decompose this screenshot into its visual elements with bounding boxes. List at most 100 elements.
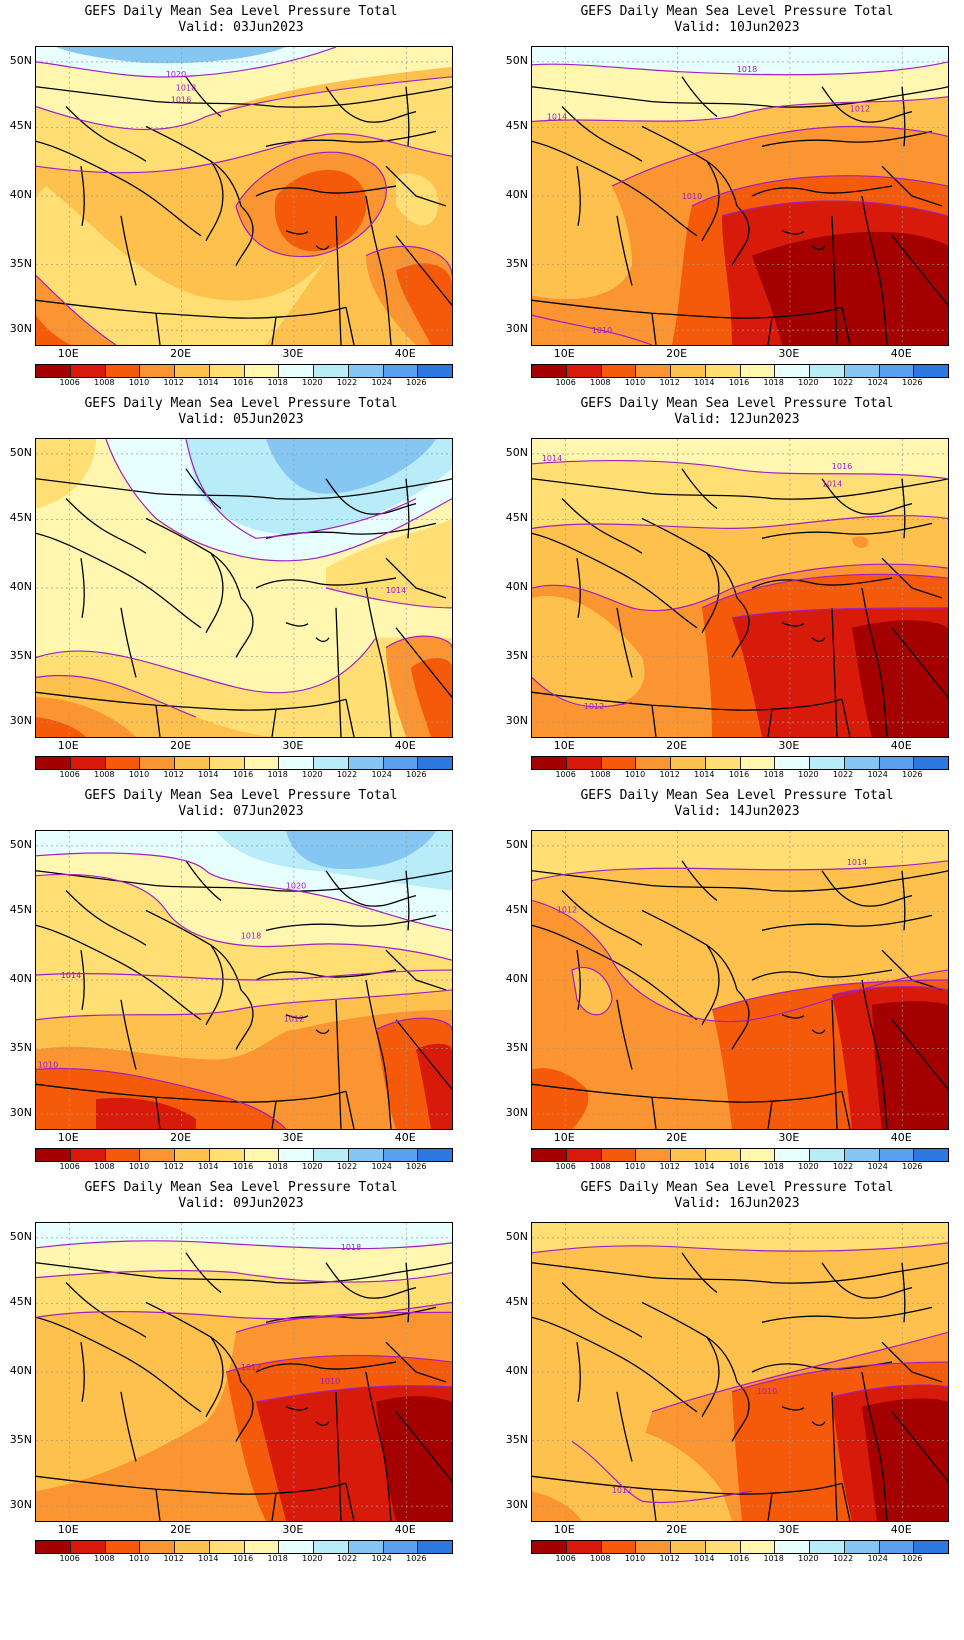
coastline [205,1336,224,1417]
coastline [891,1019,948,1090]
colorbar-tick-label: 1026 [406,1162,427,1171]
coastline [315,637,330,643]
isobar-line [36,133,452,174]
coastline [811,1421,826,1427]
coastline [395,235,452,306]
colorbar-tick-label: 1014 [694,770,715,779]
colorbar-swatch [844,365,880,377]
isobar-line [691,175,948,207]
latitude-label: 30N [505,1498,528,1512]
pressure-band [532,439,948,479]
colorbar-tick-label: 1022 [832,770,854,779]
colorbar-tick-label: 1022 [832,1554,854,1563]
coastline [235,597,254,658]
coastline [345,699,355,737]
pressure-band [36,717,86,737]
coastline [841,307,851,345]
colorbar-tick-label: 1012 [659,378,680,387]
coastline [861,979,888,1129]
colorbar-tick-label: 1020 [798,1554,819,1563]
colorbar-tick-label: 1018 [763,770,784,779]
latitude-label: 50N [505,445,528,459]
colorbar-tick-label: 1012 [163,378,184,387]
coastline [285,622,309,627]
coastline [405,1262,410,1323]
colorbar-tick-label: 1018 [267,378,288,387]
coastline [681,468,718,510]
colorbar-tick-label: 1008 [590,378,611,387]
colorbar-tick-label: 1020 [798,378,819,387]
coastline [315,1029,330,1035]
longitude-label: 30E [282,739,304,752]
coastline [65,498,147,554]
colorbar-swatch [879,365,915,377]
coastline [385,557,447,599]
coastline [831,215,838,345]
coastline [385,949,447,991]
colorbar-tick-label: 1008 [94,1162,115,1171]
coastline [271,317,277,345]
longitude-label: 10E [57,1523,79,1536]
latitude-label: 30N [505,322,528,336]
pressure-band [36,275,116,345]
isobar-label: 1018 [241,931,261,940]
coastline [365,979,392,1129]
map-panel: GEFS Daily Mean Sea Level Pressure Total… [496,0,964,410]
panel-title: GEFS Daily Mean Sea Level Pressure Total [580,396,894,411]
coastline [681,1252,718,1294]
valid-date: Valid: 10Jun2023 [674,20,800,35]
colorbar-swatch [532,1149,567,1161]
colorbar-tick-label: 1016 [232,378,254,387]
isobar-line [385,635,452,649]
colorbar-swatch [314,1149,349,1161]
coastline [561,498,643,554]
coastline [405,478,410,539]
colorbar-swatch [844,757,880,769]
colorbar-swatch [314,1541,349,1553]
colorbar-tick-label: 1026 [406,1554,427,1563]
colorbar [35,364,453,378]
pressure-band [36,439,96,509]
latitude-label: 35N [505,648,528,662]
colorbar-tick-label: 1010 [624,770,646,779]
colorbar-swatch [879,757,915,769]
coastline [65,890,147,946]
coastline [641,1301,738,1383]
coastline [36,86,452,108]
coastline [385,1341,447,1383]
coastline [120,999,137,1070]
latitude-label: 30N [505,714,528,728]
colorbar-swatch [36,1149,71,1161]
latitude-label: 30N [9,1498,32,1512]
isobar-line [651,1331,948,1413]
latitude-label: 45N [505,511,528,525]
isobar-label: 1014 [847,858,867,867]
colorbar-tick-label: 1014 [198,378,219,387]
colorbar-swatch [601,1149,637,1161]
colorbar-swatch [914,1149,948,1161]
isobar-line [532,314,653,345]
colorbar-labels: 1006 1008 1010 1012 1014 1016 1018 1020 1022 1024… [531,770,947,780]
pressure-band [96,1097,196,1129]
colorbar-tick-label: 1010 [624,378,646,387]
colorbar-swatch [244,365,280,377]
latitude-label: 50N [9,1229,32,1243]
isobar-line [571,966,613,1016]
coastline [761,1306,933,1323]
coastline [761,522,933,539]
map-panel: GEFS Daily Mean Sea Level Pressure Total… [0,784,482,1194]
latitude-label: 45N [505,119,528,133]
coastline [616,1391,633,1462]
coastline [831,1391,838,1521]
coastline [701,552,720,633]
pressure-band [326,518,452,608]
colorbar-tick-label: 1012 [163,1162,184,1171]
latitude-label: 40N [9,580,32,593]
longitude-label: 10E [553,1131,575,1144]
colorbar-tick-label: 1014 [694,378,715,387]
longitude-label: 30E [778,347,800,360]
colorbar-swatch [244,1541,280,1553]
coastline [616,999,633,1070]
latitude-label: 50N [9,837,32,851]
colorbar-tick-label: 1018 [267,1162,288,1171]
